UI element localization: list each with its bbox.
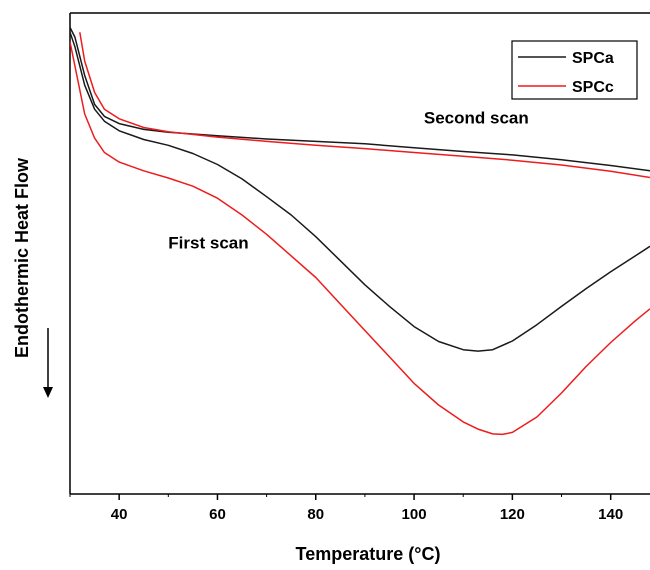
y-axis-title: Endothermic Heat Flow xyxy=(12,157,32,358)
x-tick-label-100: 100 xyxy=(402,506,427,523)
series-line-spcc-first-scan xyxy=(70,41,650,436)
x-tick-label-40: 40 xyxy=(111,506,128,523)
x-tick-label-60: 60 xyxy=(209,506,226,523)
x-tick-label-120: 120 xyxy=(500,506,525,523)
series-line-spca-first-scan xyxy=(70,31,650,352)
series-line-spcc-second-scan xyxy=(79,32,650,179)
legend: SPCa SPCc xyxy=(511,40,638,100)
annotation-second-scan: Second scan xyxy=(424,109,529,128)
x-tick-label-80: 80 xyxy=(307,506,324,523)
y-direction-arrow xyxy=(43,328,53,398)
series-layer xyxy=(70,27,650,436)
x-ticks: 40 60 80 100 120 140 xyxy=(69,494,623,523)
x-tick-label-140: 140 xyxy=(598,506,623,523)
series-line-spca-second-scan xyxy=(70,27,650,172)
x-axis-title: Temperature (°C) xyxy=(296,544,441,564)
legend-box xyxy=(511,40,638,100)
legend-label-spcc: SPCc xyxy=(572,79,614,96)
legend-label-spca: SPCa xyxy=(572,50,614,67)
annotation-first-scan: First scan xyxy=(168,234,248,253)
